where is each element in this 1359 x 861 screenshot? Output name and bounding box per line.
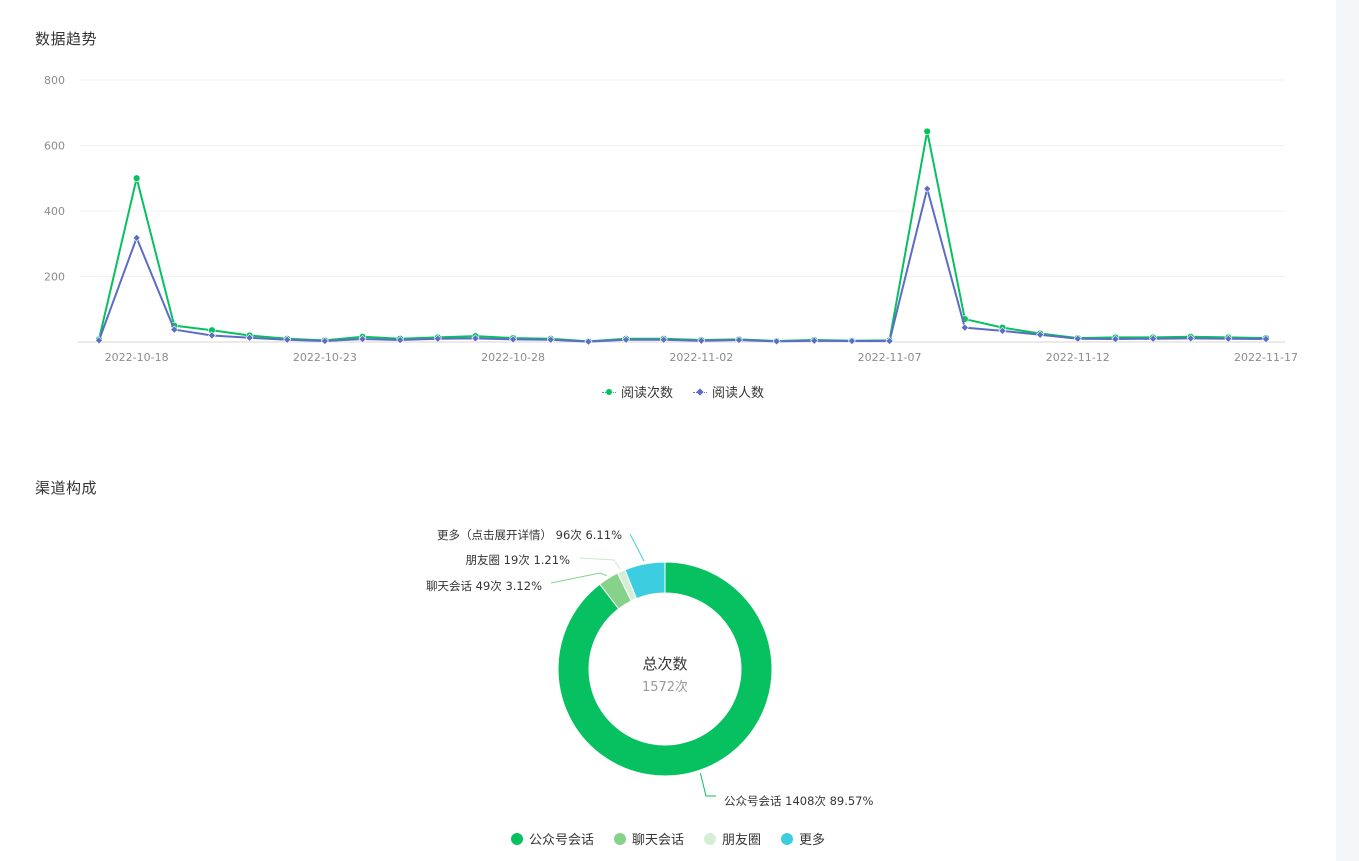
data-point[interactable] (998, 326, 1007, 335)
legend-item-official-account[interactable]: 公众号会话 (510, 829, 594, 848)
legend-item-more[interactable]: 更多 (781, 829, 825, 848)
data-point[interactable] (622, 335, 631, 344)
data-point[interactable] (923, 127, 931, 136)
data-point[interactable] (283, 335, 292, 344)
data-point[interactable] (546, 335, 555, 344)
x-tick-label: 2022-10-18 (105, 351, 169, 364)
x-tick-label: 2022-11-07 (858, 351, 922, 364)
data-point[interactable] (245, 333, 254, 342)
data-point[interactable] (1073, 334, 1082, 343)
data-point[interactable] (847, 336, 856, 346)
data-point[interactable] (358, 335, 367, 344)
x-tick-label: 2022-10-28 (481, 351, 545, 364)
data-point[interactable] (810, 336, 819, 345)
x-tick-label: 2022-11-02 (669, 351, 733, 364)
donut-slices (557, 561, 773, 777)
trend-legend: 阅读次数 阅读人数 (0, 382, 1336, 401)
donut-labels: 公众号会话 1408次 89.57% 聊天会话 49次 3.12% 朋友圈 19次 … (426, 528, 873, 808)
label-leader-line (629, 533, 645, 562)
label-leader-line (699, 773, 716, 797)
circle-icon (704, 832, 716, 845)
slice-label: 聊天会话 49次 3.12% (426, 579, 542, 593)
y-tick-label: 400 (44, 205, 65, 218)
data-point[interactable] (1186, 334, 1195, 343)
y-tick-label: 600 (44, 140, 65, 153)
data-point[interactable] (1149, 334, 1158, 343)
x-tick-label: 2022-10-23 (293, 351, 357, 364)
series-line (98, 130, 1267, 343)
slice-label[interactable]: 更多（点击展开详情） 96次 6.11% (437, 528, 622, 542)
data-point[interactable] (132, 233, 141, 242)
data-point[interactable] (94, 336, 104, 345)
circle-icon (613, 832, 626, 845)
legend-item-chat[interactable]: 聊天会话 (613, 829, 684, 848)
line-series-icon (693, 387, 707, 397)
data-point[interactable] (207, 331, 216, 340)
data-point[interactable] (960, 323, 969, 332)
donut-slice[interactable] (557, 561, 773, 777)
data-point[interactable] (320, 336, 329, 346)
series-line (98, 187, 1267, 343)
data-point[interactable] (471, 334, 480, 343)
label-leader-line (579, 557, 621, 569)
data-point[interactable] (170, 325, 179, 334)
data-point[interactable] (1261, 335, 1271, 344)
circle-icon (781, 832, 794, 845)
donut-center-title: 总次数 (642, 655, 687, 673)
series-layer (94, 127, 1271, 346)
data-point[interactable] (734, 336, 743, 345)
legend-label: 公众号会话 (528, 833, 594, 848)
legend-label-reads: 阅读次数 (620, 386, 673, 401)
channel-title: 渠道构成 (35, 479, 98, 497)
y-gridlines (80, 79, 1285, 277)
data-point[interactable] (697, 336, 706, 345)
legend-label-readers: 阅读人数 (712, 386, 765, 401)
legend-label: 聊天会话 (631, 833, 684, 848)
data-point[interactable] (923, 184, 932, 193)
donut-center-value: 1572次 (642, 679, 688, 695)
legend-label: 朋友圈 (722, 833, 762, 848)
label-leader-line (550, 572, 607, 584)
data-point[interactable] (509, 335, 518, 344)
scrollbar-track[interactable] (1336, 0, 1359, 861)
circle-icon (510, 832, 523, 845)
data-point[interactable] (772, 337, 781, 346)
data-point[interactable] (584, 337, 593, 346)
data-point[interactable] (1036, 330, 1045, 339)
data-point[interactable] (132, 174, 141, 182)
slice-label: 公众号会话 1408次 89.57% (724, 794, 873, 808)
x-tick-label: 2022-11-12 (1046, 351, 1110, 364)
legend-item-readers[interactable]: 阅读人数 (693, 382, 764, 401)
legend-item-moments[interactable]: 朋友圈 (704, 829, 761, 848)
data-point[interactable] (1224, 334, 1233, 343)
data-point[interactable] (396, 336, 405, 345)
y-tick-label: 200 (44, 271, 65, 284)
data-point[interactable] (1111, 335, 1120, 344)
channel-donut-chart: 公众号会话 1408次 89.57% 聊天会话 49次 3.12% 朋友圈 19次 … (426, 528, 873, 808)
y-axis-labels: 200 400 600 800 (44, 74, 65, 284)
slice-label: 朋友圈 19次 1.21% (466, 553, 571, 567)
y-tick-label: 800 (44, 74, 65, 87)
legend-label: 更多 (799, 833, 826, 848)
donut-slice[interactable] (624, 561, 666, 600)
x-axis-labels: 2022-10-18 2022-10-23 2022-10-28 2022-11-02… (105, 351, 1298, 364)
trend-title: 数据趋势 (35, 30, 98, 48)
data-point[interactable] (885, 336, 894, 346)
channel-legend: 公众号会话 聊天会话 朋友圈 更多 (0, 829, 1336, 848)
line-series-icon (601, 387, 616, 397)
data-point[interactable] (659, 335, 668, 344)
legend-item-reads[interactable]: 阅读次数 (601, 382, 673, 401)
x-tick-label: 2022-11-17 (1234, 351, 1298, 364)
data-point[interactable] (433, 334, 442, 343)
